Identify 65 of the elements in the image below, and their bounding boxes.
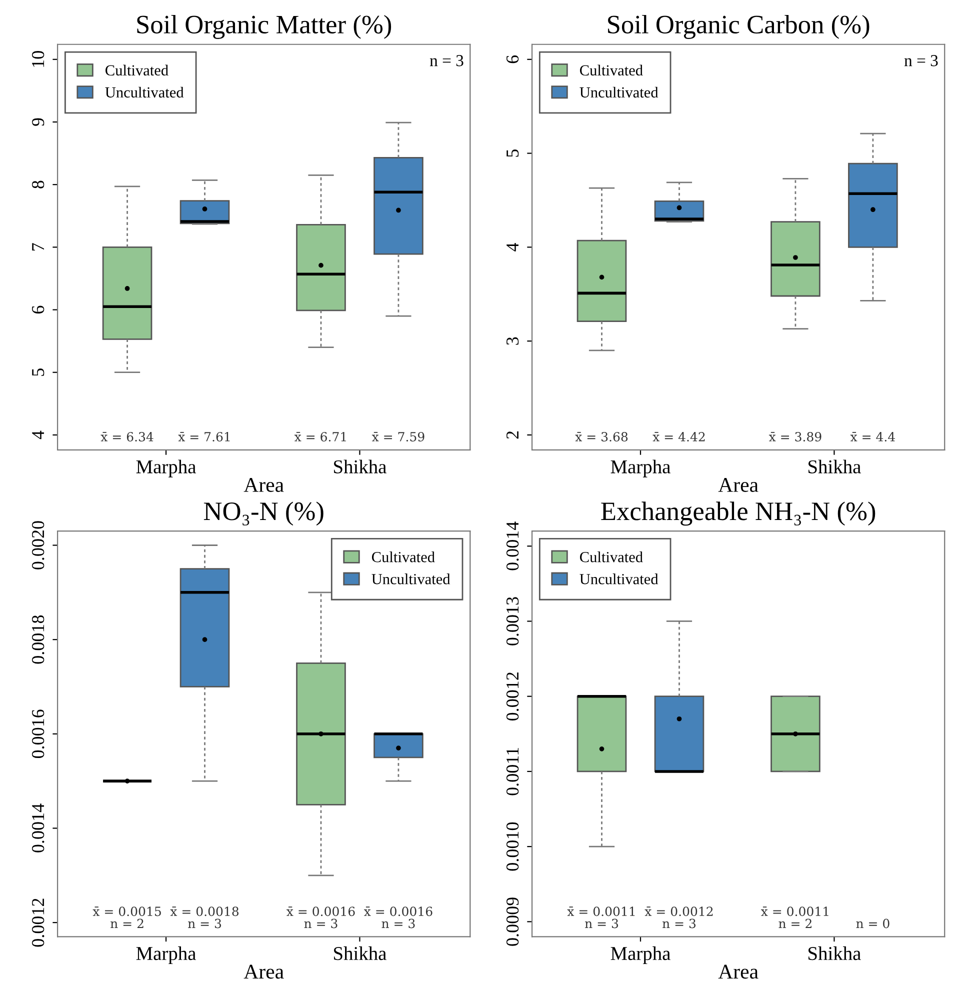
y-tick-label: 6 (506, 55, 519, 64)
x-tick-label: Shikha (808, 460, 861, 474)
chart-title: Exchangeable NH₃-N (%) (601, 502, 876, 526)
y-tick-label: 0.0013 (506, 597, 519, 646)
chart-title: NO₃-N (%) (204, 502, 324, 526)
text: x̄ = 0.0016 n = 3 (364, 906, 432, 928)
legend-label: Uncultivated (580, 86, 658, 98)
text: x̄ = 0.0012 n = 3 (644, 906, 713, 928)
y-tick-label: 4 (32, 430, 44, 440)
text: x̄ = 0.0011 n = 2 (761, 906, 828, 928)
y-tick-label: 0.0020 (32, 521, 44, 570)
x-tick-label: Shikha (334, 946, 386, 960)
legend-label: Cultivated (106, 64, 168, 76)
annotation: n = 3 (430, 55, 464, 66)
chart-title: Soil Organic Matter (%) (137, 14, 392, 39)
y-tick-label: 0.0009 (506, 898, 519, 946)
y-tick-label: 0.0014 (32, 804, 44, 852)
y-tick-label: 6 (32, 306, 44, 314)
text: x̄ = 6.71 (294, 432, 346, 442)
y-tick-label: 4 (506, 242, 518, 252)
y-tick-label: 2 (506, 431, 518, 439)
text: x̄ = 4.42 (652, 432, 705, 442)
chart-title: Soil Organic Carbon (%) (608, 14, 870, 39)
y-tick-label: 0.0018 (32, 615, 44, 664)
legend-label: Cultivated (372, 552, 435, 562)
y-tick-label: 5 (32, 368, 44, 376)
text: x̄ = 7.59 (372, 432, 424, 442)
text: x̄ = 0.0016 n = 3 (286, 906, 355, 928)
legend-label: Uncultivated (105, 86, 184, 98)
legend-label: Cultivated (580, 64, 643, 76)
x-axis-title: Area (244, 964, 284, 979)
x-tick-label: Marpha (136, 946, 196, 964)
text: x̄ = 6.34 (100, 432, 154, 442)
text: x̄ = 0.0018 n = 3 (170, 906, 239, 928)
y-tick-label: 8 (32, 180, 44, 188)
legend-label: Uncultivated (372, 574, 450, 584)
x-tick-label: Shikha (334, 460, 386, 474)
text: x̄ = 3.68 (575, 432, 628, 442)
legend-label: Uncultivated (580, 574, 658, 584)
y-tick-label: 0.0012 (32, 898, 44, 947)
x-tick-label: Marpha (610, 946, 670, 964)
y-tick-label: 0.0011 (506, 748, 519, 796)
y-tick-label: 5 (506, 149, 519, 157)
x-tick-label: Marpha (136, 460, 196, 478)
y-tick-label: 0.0012 (506, 672, 519, 720)
y-tick-label: 0.0010 (506, 822, 519, 871)
y-tick-label: 7 (32, 243, 44, 250)
annotation: n = 3 (904, 55, 938, 66)
y-tick-label: 0.0014 (506, 522, 519, 570)
text: x̄ = 0.0011 n = 3 (567, 906, 635, 928)
text: x̄ = 7.61 (178, 432, 230, 442)
x-tick-label: Marpha (610, 460, 670, 478)
y-tick-label: 9 (32, 118, 44, 126)
legend-label: Cultivated (580, 552, 643, 562)
y-tick-label: 10 (32, 51, 44, 67)
x-tick-label: Shikha (808, 946, 861, 960)
text: x̄ = 4.4 (850, 432, 895, 442)
x-axis-title: Area (244, 478, 284, 492)
text: x̄ = 3.89 (768, 432, 822, 442)
x-axis-title: Area (718, 478, 758, 492)
y-tick-label: 0.0016 (32, 710, 44, 758)
y-tick-label: 3 (506, 337, 519, 345)
x-axis-title: Area (718, 964, 758, 979)
text: n = 0 (856, 918, 890, 928)
text: x̄ = 0.0015 n = 2 (92, 906, 161, 928)
